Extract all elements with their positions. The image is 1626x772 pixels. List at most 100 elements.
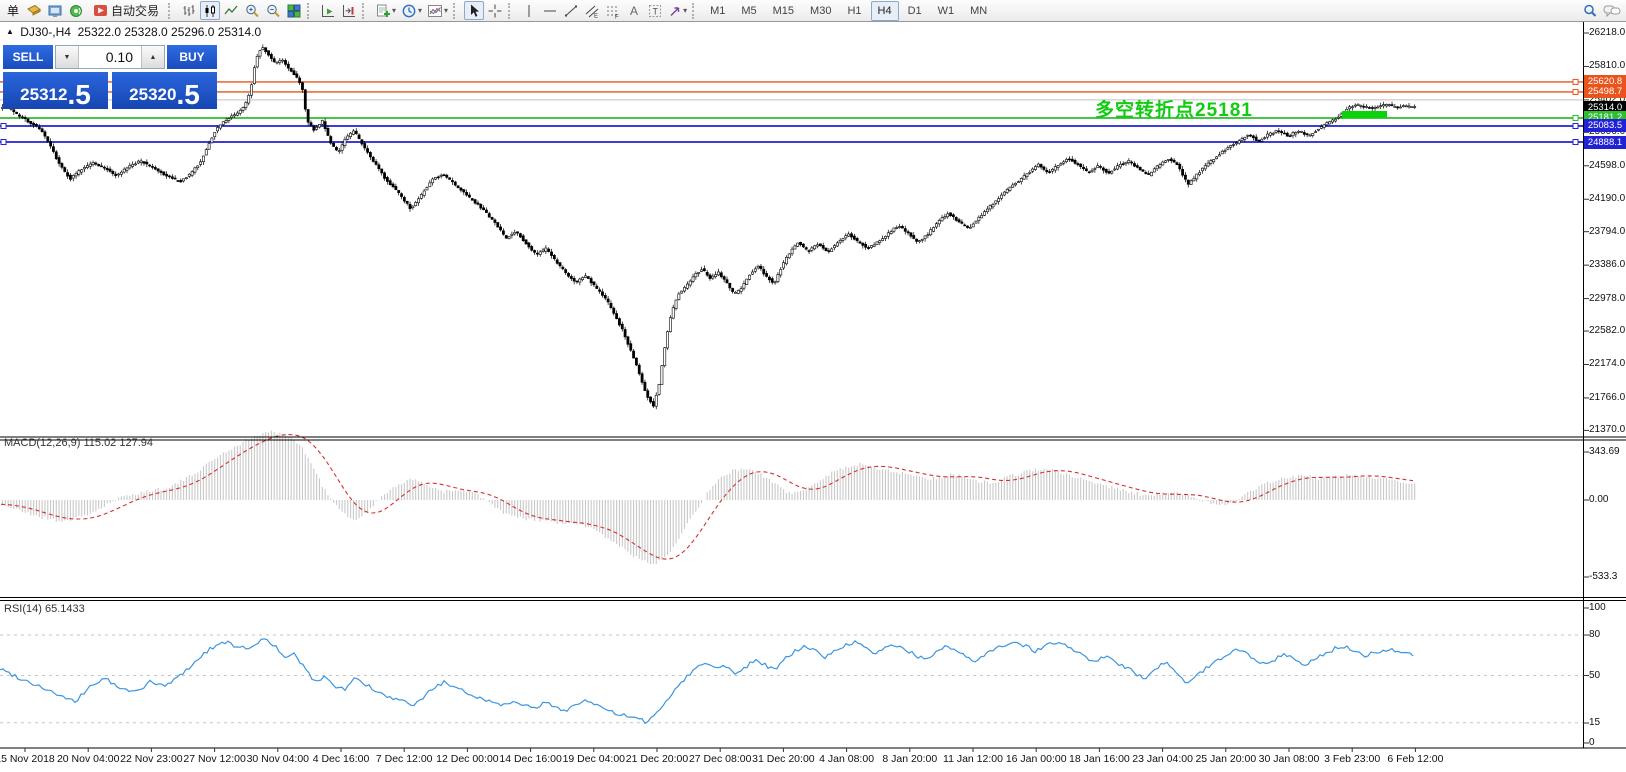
svg-text:T: T (653, 6, 659, 16)
channel-tool[interactable]: E (582, 1, 602, 20)
price-tick-label: 21370.0 (1589, 424, 1626, 436)
text-tool[interactable]: A (630, 3, 639, 18)
price-tick-label: 25402.0 (1589, 93, 1626, 105)
chart-shift-icon[interactable] (339, 1, 359, 20)
indicators-button[interactable]: ▾ (373, 1, 398, 20)
timeframe-button-M5[interactable]: M5 (741, 4, 757, 17)
rsi-tick-label: 100 (1589, 602, 1606, 613)
chart-line-icon[interactable] (221, 1, 241, 20)
price-tick-label: 22978.0 (1589, 292, 1626, 304)
volume-input[interactable]: 0.10 (105, 49, 133, 65)
timeframe-button-M15[interactable]: M15 (772, 4, 795, 17)
macd-tick-label: -533.3 (1589, 571, 1618, 582)
timeframe-button-M1[interactable]: M1 (710, 4, 726, 17)
time-axis-label: 21 Dec 20:00 (625, 753, 689, 765)
time-axis-label: 11 Jan 12:00 (943, 753, 1003, 765)
timeframe-button-H4[interactable]: H4 (870, 0, 899, 21)
toolbar-separator (362, 2, 368, 19)
tile-windows-icon[interactable] (284, 1, 304, 20)
volume-stepper: ▼ 0.10 ▲ (55, 45, 165, 69)
timeframe-button-M30[interactable]: M30 (810, 4, 832, 17)
rsi-line (0, 638, 1414, 725)
rsi-label: RSI(14) 65.1433 (4, 603, 85, 615)
price-tick-label: 24190.0 (1589, 193, 1626, 205)
terminal-icon[interactable] (45, 1, 65, 20)
chat-icon[interactable] (1601, 1, 1623, 20)
new-order-button[interactable]: 单 (6, 4, 19, 18)
volume-increase-button[interactable]: ▲ (141, 46, 164, 68)
rsi-tick-label: 15 (1589, 717, 1601, 728)
periods-button[interactable]: ▾ (399, 1, 424, 20)
horizontal-line-tool[interactable] (540, 1, 560, 20)
templates-dropdown[interactable]: ▾ (444, 6, 449, 15)
autotrading-button[interactable]: 自动交易 (87, 1, 165, 20)
cursor-icon[interactable] (464, 1, 485, 20)
zoom-in-icon[interactable] (242, 1, 262, 20)
autotrading-icon (94, 5, 107, 16)
sell-price-frac: .5 (67, 78, 91, 110)
toolbar-separator (307, 2, 313, 19)
timeframe-button-H1[interactable]: H1 (847, 4, 862, 17)
price-tick-label: 25810.0 (1589, 60, 1626, 72)
time-axis-label: 20 Nov 04:00 (56, 753, 120, 765)
timeframe-button-W1[interactable]: W1 (937, 4, 955, 17)
indicators-dropdown[interactable]: ▾ (392, 6, 397, 15)
zoom-out-icon[interactable] (263, 1, 283, 20)
chart-bars-icon[interactable] (179, 1, 199, 20)
toolbar-separator (453, 2, 459, 19)
time-axis-label: 30 Nov 04:00 (246, 753, 310, 765)
buy-price-main: 25320 (129, 85, 177, 104)
buy-price-display[interactable]: 25320 .5 (112, 72, 217, 109)
time-axis-label: 19 Dec 04:00 (562, 753, 626, 765)
order-ticket-icon[interactable] (24, 1, 44, 20)
time-axis-label: 4 Dec 16:00 (312, 753, 370, 765)
periods-dropdown[interactable]: ▾ (418, 6, 423, 15)
signal-icon[interactable] (66, 1, 86, 20)
time-axis-label: 18 Jan 16:00 (1069, 753, 1130, 765)
time-axis-label: 27 Nov 12:00 (183, 753, 246, 765)
price-level-badge: 25620.8 (1584, 75, 1626, 89)
time-axis-label: 3 Feb 23:00 (1324, 753, 1381, 765)
crosshair-icon[interactable] (485, 1, 505, 20)
time-axis-label: 27 Dec 08:00 (688, 753, 752, 765)
time-axis-label: 14 Dec 16:00 (499, 753, 562, 765)
timeframe-button-D1[interactable]: D1 (907, 4, 922, 17)
level-lines (0, 78, 1583, 146)
autoscroll-icon[interactable] (318, 1, 338, 20)
time-axis-label: 16 Jan 00:00 (1005, 753, 1067, 765)
search-icon[interactable] (1580, 1, 1600, 20)
time-axis-label: 6 Feb 12:00 (1387, 753, 1444, 765)
time-axis-label: 4 Jan 08:00 (819, 753, 875, 765)
symbol-collapse-icon[interactable]: ▲ (6, 27, 14, 36)
price-tick-label: 23794.0 (1589, 225, 1626, 237)
arrows-dropdown[interactable]: ▾ (683, 6, 688, 15)
arrows-tool[interactable]: ▾ (666, 1, 689, 20)
timeframe-button-MN[interactable]: MN (970, 4, 988, 17)
symbol-ohlc: 25322.0 25328.0 25296.0 25314.0 (77, 25, 262, 39)
text-label-tool[interactable]: T (645, 1, 665, 20)
price-tick-label: 24598.0 (1589, 159, 1626, 171)
one-click-trading-panel: SELL ▼ 0.10 ▲ BUY 25312 .5 25320 .5 (3, 45, 217, 109)
vertical-line-tool[interactable] (519, 1, 539, 20)
price-level-badge: 24888.1 (1584, 135, 1626, 149)
fibonacci-tool[interactable]: F (603, 1, 623, 20)
price-level-badge: 25083.5 (1584, 119, 1626, 133)
buy-price-frac: .5 (176, 78, 200, 110)
volume-decrease-button[interactable]: ▼ (56, 46, 79, 68)
macd-tick-label: 0.00 (1589, 494, 1609, 505)
main-toolbar: 单 自动交易 ▾ ▾ ▾ (0, 0, 1626, 22)
rsi-tick-label: 80 (1589, 629, 1601, 640)
trendline-tool[interactable] (561, 1, 581, 20)
time-axis-label: 25 Jan 20:00 (1195, 753, 1257, 765)
buy-button[interactable]: BUY (167, 45, 217, 69)
sell-price-display[interactable]: 25312 .5 (3, 72, 108, 109)
macd-tick-label: 343.69 (1589, 446, 1620, 457)
highlight-zone[interactable] (1342, 110, 1387, 118)
chart-annotation-text[interactable]: 多空转折点25181 (1095, 100, 1253, 121)
templates-button[interactable]: ▾ (425, 1, 450, 20)
price-tick-label: 21766.0 (1589, 391, 1626, 403)
sell-button[interactable]: SELL (3, 45, 53, 69)
time-axis-label: 8 Jan 20:00 (882, 753, 938, 765)
chart-candles-icon[interactable] (200, 1, 221, 20)
